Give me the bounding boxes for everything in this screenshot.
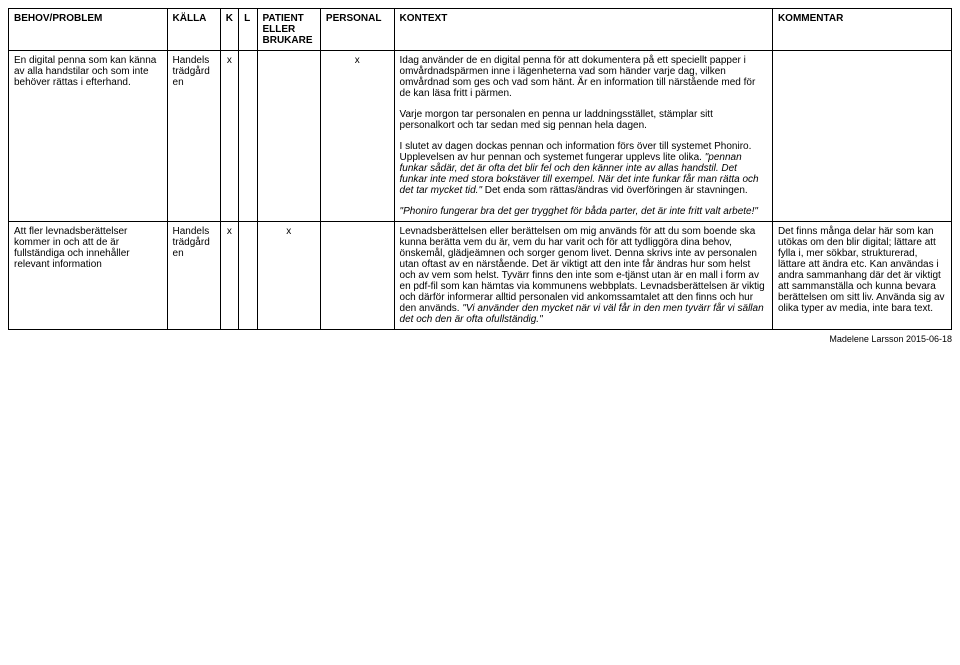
- cell-kommentar: [772, 51, 951, 222]
- kontext-paragraph: Idag använder de en digital penna för at…: [400, 55, 767, 99]
- cell-behov: Att fler levnadsberättelser kommer in oc…: [9, 222, 168, 330]
- cell-k: x: [220, 222, 238, 330]
- kontext-paragraph: I slutet av dagen dockas pennan och info…: [400, 141, 767, 196]
- data-table: BEHOV/PROBLEM KÄLLA K L PATIENT ELLER BR…: [8, 8, 952, 330]
- page-footer: Madelene Larsson 2015-06-18: [8, 334, 952, 344]
- header-patient: PATIENT ELLER BRUKARE: [257, 9, 320, 51]
- cell-patient: x: [257, 222, 320, 330]
- header-kalla: KÄLLA: [167, 9, 220, 51]
- cell-kalla: Handels trädgård en: [167, 51, 220, 222]
- cell-l: [239, 51, 257, 222]
- cell-kommentar: Det finns många delar här som kan utökas…: [772, 222, 951, 330]
- table-row: Att fler levnadsberättelser kommer in oc…: [9, 222, 952, 330]
- kontext-paragraph: Varje morgon tar personalen en penna ur …: [400, 109, 767, 131]
- cell-kalla: Handels trädgård en: [167, 222, 220, 330]
- cell-behov: En digital penna som kan känna av alla h…: [9, 51, 168, 222]
- cell-personal: [320, 222, 394, 330]
- kontext-quote: "Phoniro fungerar bra det ger trygghet f…: [400, 206, 767, 217]
- header-l: L: [239, 9, 257, 51]
- header-behov: BEHOV/PROBLEM: [9, 9, 168, 51]
- cell-k: x: [220, 51, 238, 222]
- cell-l: [239, 222, 257, 330]
- header-kommentar: KOMMENTAR: [772, 9, 951, 51]
- header-kontext: KONTEXT: [394, 9, 772, 51]
- kontext-text: Levnadsberättelsen eller berättelsen om …: [400, 226, 765, 314]
- table-row: En digital penna som kan känna av alla h…: [9, 51, 952, 222]
- header-personal: PERSONAL: [320, 9, 394, 51]
- kontext-text: I slutet av dagen dockas pennan och info…: [400, 141, 752, 163]
- cell-patient: [257, 51, 320, 222]
- header-k: K: [220, 9, 238, 51]
- header-row: BEHOV/PROBLEM KÄLLA K L PATIENT ELLER BR…: [9, 9, 952, 51]
- kontext-text: Det enda som rättas/ändras vid överförin…: [482, 185, 748, 196]
- cell-personal: x: [320, 51, 394, 222]
- cell-kontext: Idag använder de en digital penna för at…: [394, 51, 772, 222]
- cell-kontext: Levnadsberättelsen eller berättelsen om …: [394, 222, 772, 330]
